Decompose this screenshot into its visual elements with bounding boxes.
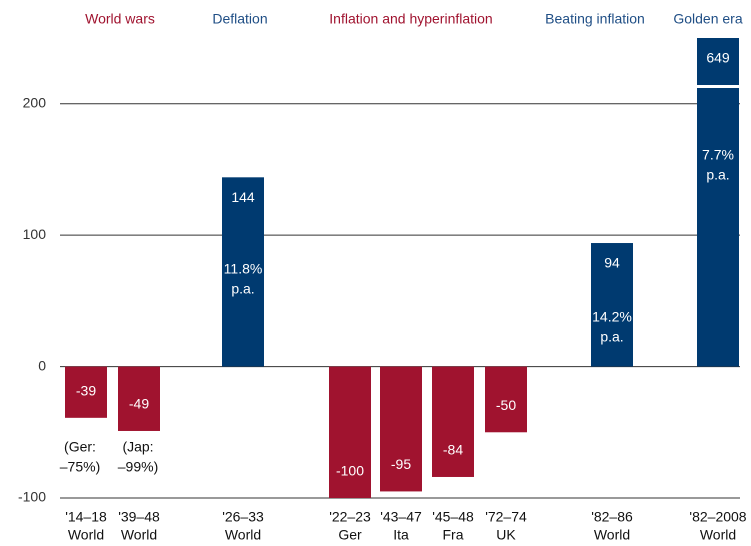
x-tick-label: '72–74 [485, 509, 527, 525]
data-label: -95 [391, 456, 411, 472]
bar [65, 366, 107, 418]
data-label: 649 [706, 50, 730, 66]
x-tick-label: '39–48 [118, 509, 160, 525]
bar [432, 366, 474, 477]
group-heading: World wars [85, 11, 155, 27]
data-label: -39 [76, 383, 96, 399]
bars [65, 38, 739, 498]
bar [485, 366, 527, 433]
data-label: 144 [231, 189, 255, 205]
y-tick-label: 200 [23, 94, 47, 110]
x-tick-label: World [700, 527, 736, 543]
annotation: p.a. [706, 167, 729, 183]
x-tick-label: World [121, 527, 157, 543]
x-tick-label: '26–33 [222, 509, 264, 525]
group-heading: Beating inflation [545, 11, 645, 27]
data-label: -50 [496, 397, 516, 413]
x-tick-label: '82–86 [591, 509, 633, 525]
group-heading: Deflation [212, 11, 267, 27]
data-label: -49 [129, 396, 149, 412]
bar [329, 366, 371, 498]
data-label: -100 [336, 463, 364, 479]
group-heading: Golden era [673, 11, 742, 27]
group-heading: Inflation and hyperinflation [329, 11, 492, 27]
x-tick-label: '82–2008 [689, 509, 746, 525]
x-tick-label: Ita [393, 527, 409, 543]
bar [697, 38, 739, 367]
annotation: 7.7% [702, 147, 734, 163]
axis-break [695, 85, 741, 88]
x-tick-label: World [594, 527, 630, 543]
y-tick-label: 100 [23, 226, 47, 242]
annotation: 14.2% [592, 309, 632, 325]
bar [591, 243, 633, 367]
annotation: (Jap: [122, 439, 153, 455]
annotation: 11.8% [224, 261, 263, 277]
x-tick-label: '14–18 [65, 509, 107, 525]
x-tick-label: Fra [443, 527, 464, 543]
data-label: -84 [443, 442, 463, 458]
x-tick-label: Ger [338, 527, 362, 543]
annotation: –75%) [60, 459, 100, 475]
data-label: 94 [604, 255, 620, 271]
annotation: –99%) [118, 459, 158, 475]
bar [380, 366, 422, 492]
annotation: (Ger: [64, 439, 96, 455]
x-tick-label: '22–23 [329, 509, 371, 525]
x-tick-label: '45–48 [432, 509, 474, 525]
x-tick-label: World [68, 527, 104, 543]
annotation: p.a. [231, 281, 254, 297]
annotation: p.a. [600, 329, 623, 345]
x-tick-label: UK [496, 527, 516, 543]
y-tick-label: 0 [38, 357, 46, 373]
x-tick-label: World [225, 527, 261, 543]
y-tick-label: -100 [18, 489, 46, 505]
bar [222, 177, 264, 367]
bar [118, 366, 160, 431]
x-tick-label: '43–47 [380, 509, 422, 525]
